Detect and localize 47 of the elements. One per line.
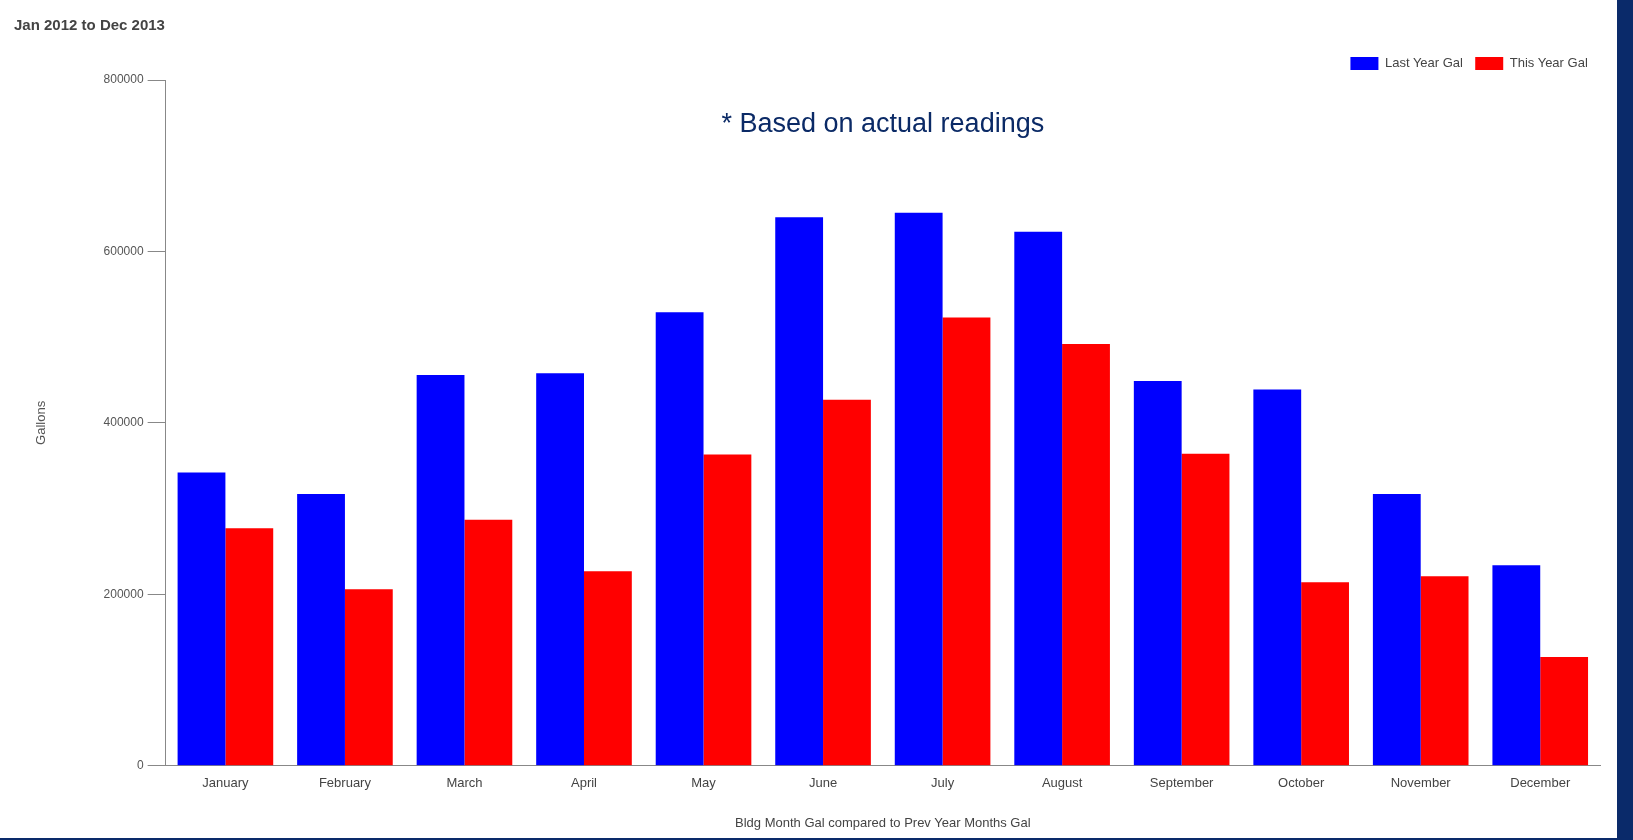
bar bbox=[1301, 582, 1349, 766]
x-tick-label: March bbox=[446, 775, 483, 791]
y-tick-label: 200000 bbox=[103, 586, 144, 601]
legend-label: Last Year Gal bbox=[1384, 55, 1464, 71]
x-tick-label: May bbox=[691, 775, 717, 791]
annotation: * Based on actual readings bbox=[721, 108, 1045, 139]
bar bbox=[823, 399, 871, 766]
x-tick-label: February bbox=[318, 775, 372, 791]
bar bbox=[177, 472, 226, 766]
bar bbox=[1181, 453, 1230, 766]
bar bbox=[1492, 565, 1541, 766]
bar bbox=[1253, 389, 1302, 766]
bar bbox=[1062, 344, 1110, 766]
x-tick-label: June bbox=[808, 775, 838, 791]
y-tick-label: 400000 bbox=[103, 415, 144, 430]
y-tick-label: 0 bbox=[136, 758, 144, 773]
bar bbox=[894, 212, 943, 766]
bar bbox=[344, 589, 393, 766]
bar bbox=[655, 312, 704, 766]
x-tick-label: December bbox=[1510, 775, 1571, 791]
bar bbox=[1420, 576, 1469, 766]
bar bbox=[1540, 656, 1589, 766]
y-axis-title: Gallons bbox=[33, 400, 49, 445]
chart-title: Jan 2012 to Dec 2013 bbox=[14, 16, 165, 33]
bar bbox=[416, 374, 465, 766]
x-tick-label: August bbox=[1041, 775, 1083, 791]
bar bbox=[1014, 231, 1063, 766]
bar bbox=[297, 494, 345, 766]
x-tick-label: July bbox=[931, 775, 955, 791]
bar bbox=[225, 528, 274, 766]
x-axis-title: Bldg Month Gal compared to Prev Year Months Gal bbox=[735, 814, 1031, 830]
bar bbox=[775, 217, 824, 766]
x-tick-label: April bbox=[570, 775, 598, 791]
legend-label: This Year Gal bbox=[1509, 55, 1588, 71]
y-tick-label: 600000 bbox=[103, 243, 144, 258]
bar bbox=[536, 373, 584, 766]
bar bbox=[942, 317, 991, 766]
x-tick-label: January bbox=[202, 775, 250, 791]
bar bbox=[464, 519, 513, 766]
x-tick-label: November bbox=[1390, 775, 1452, 791]
bar bbox=[703, 454, 752, 766]
y-tick-label: 800000 bbox=[103, 72, 144, 87]
x-tick-label: October bbox=[1278, 775, 1325, 791]
bar bbox=[1133, 380, 1182, 766]
x-tick-label: September bbox=[1149, 775, 1215, 791]
bar bbox=[1372, 494, 1421, 766]
bar bbox=[584, 571, 632, 766]
